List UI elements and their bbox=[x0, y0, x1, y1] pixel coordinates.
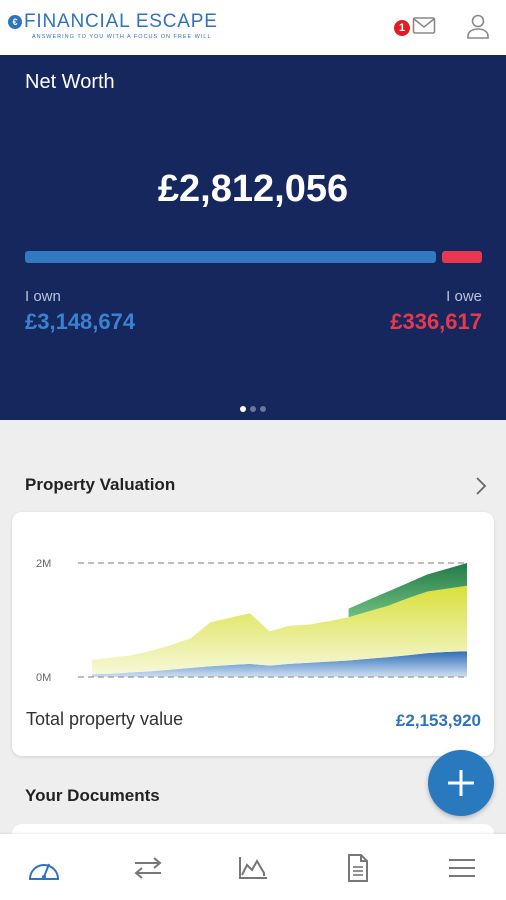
document-icon bbox=[348, 854, 368, 882]
carousel-dot[interactable] bbox=[240, 406, 246, 412]
add-button[interactable] bbox=[428, 750, 494, 816]
app-header: € FINANCIAL ESCAPE ANSWERING TO YOU WITH… bbox=[0, 0, 506, 55]
own-label: I own bbox=[25, 288, 61, 305]
owe-label: I owe bbox=[446, 288, 482, 305]
y-tick-label: 2M bbox=[36, 558, 51, 570]
nav-documents[interactable] bbox=[340, 852, 376, 884]
your-documents-title[interactable]: Your Documents bbox=[25, 786, 160, 805]
mail-icon bbox=[412, 17, 436, 34]
area-series-green bbox=[348, 563, 467, 618]
net-worth-title: Net Worth bbox=[25, 71, 115, 93]
own-value: £3,148,674 bbox=[25, 309, 136, 334]
net-worth-panel[interactable]: Net Worth £2,812,056 I own I owe £3,148,… bbox=[0, 55, 506, 420]
y-tick-label: 0M bbox=[36, 672, 51, 684]
nav-menu[interactable] bbox=[444, 852, 480, 884]
property-valuation-title[interactable]: Property Valuation bbox=[25, 475, 176, 494]
area-series-yellow bbox=[92, 585, 467, 675]
owe-value: £336,617 bbox=[390, 309, 482, 334]
unread-badge: 1 bbox=[394, 20, 410, 36]
own-bar bbox=[25, 251, 436, 263]
nav-transactions[interactable] bbox=[130, 852, 166, 884]
financial-escape-logo[interactable]: € FINANCIAL ESCAPE ANSWERING TO YOU WITH… bbox=[8, 12, 258, 44]
user-icon[interactable] bbox=[466, 14, 490, 40]
nav-charts[interactable] bbox=[235, 852, 271, 884]
logo-text: FINANCIAL ESCAPE bbox=[24, 11, 218, 32]
owe-bar bbox=[442, 251, 482, 263]
area-chart-icon bbox=[239, 857, 267, 879]
carousel-dot[interactable] bbox=[250, 406, 256, 412]
plus-icon bbox=[448, 770, 474, 796]
total-property-label: Total property value bbox=[26, 709, 184, 729]
menu-icon bbox=[449, 859, 475, 877]
logo-tagline: ANSWERING TO YOU WITH A FOCUS ON FREE WI… bbox=[32, 34, 212, 40]
logo-mark-icon: € bbox=[8, 15, 22, 29]
gauge-icon bbox=[28, 863, 60, 880]
property-value-chart: 2M 0M bbox=[36, 558, 468, 684]
bottom-nav bbox=[0, 834, 506, 900]
area-series-blue bbox=[92, 651, 467, 677]
total-property-value: £2,153,920 bbox=[395, 711, 481, 730]
carousel-dot[interactable] bbox=[260, 406, 266, 412]
messages-button[interactable]: 1 bbox=[394, 14, 440, 40]
logo-main: € FINANCIAL ESCAPE bbox=[8, 12, 218, 32]
net-worth-amount: £2,812,056 bbox=[157, 168, 349, 210]
nav-dashboard[interactable] bbox=[26, 852, 62, 884]
property-valuation-card[interactable]: 2M 0M Total property value £2,153,920 bbox=[12, 512, 494, 756]
chevron-right-icon[interactable] bbox=[474, 476, 488, 496]
carousel-dots bbox=[240, 406, 266, 412]
transfer-icon bbox=[134, 857, 162, 879]
